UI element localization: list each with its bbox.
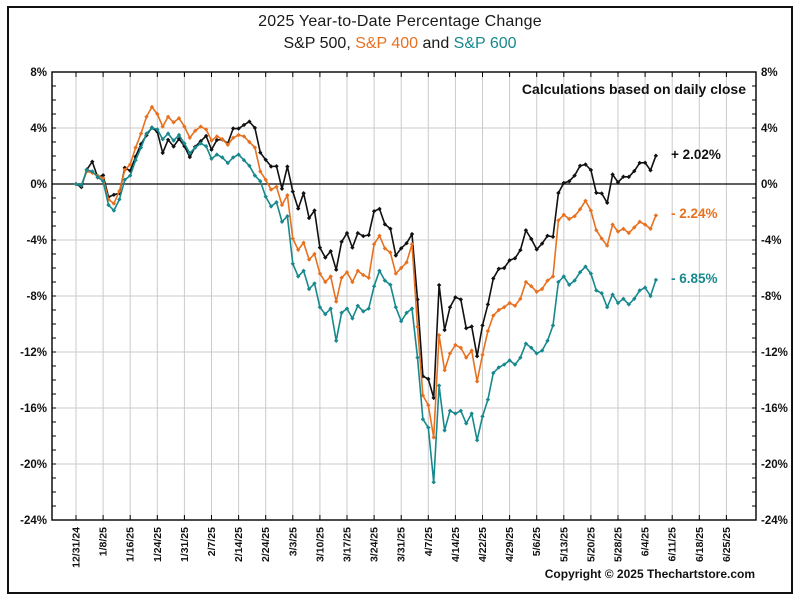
y-tick-label-left: 0%	[30, 179, 47, 191]
x-tick-label: 4/14/25	[450, 527, 462, 562]
subtitle-part: and	[418, 35, 454, 52]
y-tick-label-left: -24%	[20, 515, 47, 527]
x-tick-label: 2/14/25	[233, 527, 245, 562]
annotation-note: Calculations based on daily close	[521, 81, 746, 97]
y-tick-label-left: -20%	[20, 459, 47, 471]
y-tick-label-right: -16%	[761, 403, 788, 415]
x-tick-label: 1/16/25	[125, 527, 137, 562]
y-tick-label-left: 4%	[30, 123, 47, 135]
chart-subtitle: S&P 500, S&P 400 and S&P 600	[0, 35, 800, 53]
y-tick-label-left: -8%	[27, 291, 47, 303]
series-line	[75, 120, 657, 399]
end-label-sp600: - 6.85%	[671, 270, 718, 286]
subtitle-part: S&P 600	[453, 35, 517, 52]
page-border	[7, 6, 793, 594]
x-tick-label: 5/6/25	[531, 527, 543, 556]
x-tick-label: 6/4/25	[640, 527, 652, 556]
y-tick-label-left: -12%	[20, 347, 47, 359]
x-tick-label: 5/20/25	[585, 527, 597, 562]
subtitle-part: S&P 400	[355, 35, 419, 52]
y-tick-label-right: 0%	[761, 179, 778, 191]
x-tick-label: 3/17/25	[342, 527, 354, 562]
x-tick-label: 3/24/25	[369, 527, 381, 562]
y-tick-label-right: -20%	[761, 459, 788, 471]
subtitle-part: ,	[346, 35, 356, 52]
y-tick-label-right: -24%	[761, 515, 788, 527]
y-tick-label-right: 4%	[761, 123, 778, 135]
end-label-sp500: + 2.02%	[671, 146, 721, 162]
x-tick-label: 5/13/25	[558, 527, 570, 562]
x-tick-label: 1/24/25	[152, 527, 164, 562]
x-tick-label: 4/7/25	[423, 527, 435, 556]
chart-title: 2025 Year-to-Date Percentage Change	[258, 13, 542, 30]
x-tick-label: 12/31/24	[71, 527, 83, 568]
x-tick-label: 6/11/25	[667, 527, 679, 562]
x-tick-label: 1/8/25	[98, 527, 110, 556]
y-tick-label-right: -12%	[761, 347, 788, 359]
y-tick-label-left: -4%	[27, 235, 47, 247]
x-tick-label: 2/24/25	[260, 527, 272, 562]
y-tick-label-right: -8%	[761, 291, 781, 303]
x-tick-label: 6/18/25	[694, 527, 706, 562]
x-tick-label: 6/25/25	[721, 527, 733, 562]
x-tick-label: 5/28/25	[613, 527, 625, 562]
y-tick-label-right: -4%	[761, 235, 781, 247]
copyright-text: Copyright © 2025 Thechartstore.com	[544, 567, 755, 581]
series-line	[75, 106, 657, 439]
y-tick-label-left: -16%	[20, 403, 47, 415]
x-tick-label: 4/29/25	[504, 527, 516, 562]
y-tick-label-left: 8%	[30, 67, 47, 79]
x-tick-label: 3/3/25	[287, 527, 299, 556]
y-tick-label-right: 8%	[761, 67, 778, 79]
x-tick-label: 4/22/25	[477, 527, 489, 562]
series-markers	[73, 104, 659, 440]
series-markers	[73, 119, 659, 401]
x-tick-label: 1/31/25	[179, 527, 191, 562]
x-tick-label: 3/31/25	[396, 527, 408, 562]
subtitle-part: S&P 500	[283, 35, 347, 52]
x-tick-label: 3/10/25	[314, 527, 326, 562]
end-label-sp400: - 2.24%	[671, 206, 718, 222]
x-tick-label: 2/7/25	[206, 527, 218, 556]
